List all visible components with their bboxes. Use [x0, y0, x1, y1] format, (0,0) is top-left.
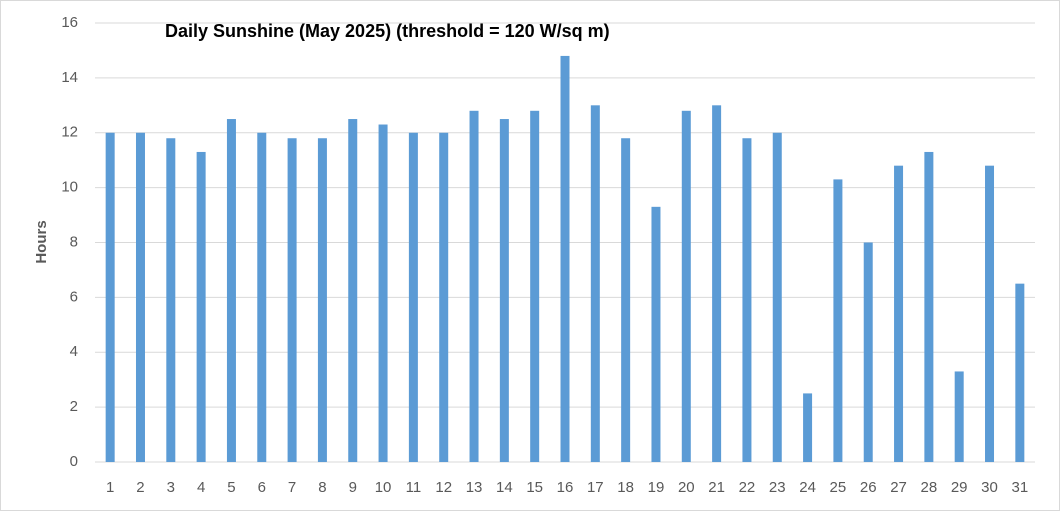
x-tick-label: 19	[648, 479, 665, 496]
x-tick-label: 29	[951, 479, 968, 496]
x-tick-label: 16	[557, 479, 574, 496]
bar	[317, 138, 327, 463]
bar	[833, 179, 843, 463]
bar	[924, 151, 934, 463]
x-tick-label: 24	[799, 479, 816, 496]
x-tick-label: 10	[375, 479, 392, 496]
x-tick-label: 28	[921, 479, 938, 496]
bar	[954, 371, 964, 462]
y-tick-label: 6	[70, 288, 78, 305]
x-tick-label: 1	[106, 479, 114, 496]
y-tick-label: 0	[70, 453, 78, 470]
bar	[803, 393, 813, 462]
bar	[772, 132, 782, 462]
bar	[469, 110, 479, 463]
x-tick-label: 11	[406, 479, 422, 496]
y-tick-label: 8	[70, 233, 78, 250]
x-tick-label: 8	[318, 479, 326, 496]
x-tick-label: 18	[617, 479, 634, 496]
x-tick-label: 15	[526, 479, 543, 496]
x-tick-label: 4	[197, 479, 205, 496]
x-tick-label: 27	[890, 479, 907, 496]
bar	[499, 119, 509, 462]
bar	[894, 165, 904, 463]
x-tick-label: 20	[678, 479, 695, 496]
bar	[196, 151, 206, 463]
x-tick-label: 25	[830, 479, 847, 496]
x-tick-label: 5	[227, 479, 235, 496]
x-tick-label: 6	[258, 479, 266, 496]
x-tick-label: 9	[349, 479, 357, 496]
x-tick-label: 13	[466, 479, 483, 496]
bar	[1015, 283, 1025, 462]
bar	[530, 110, 540, 463]
bar	[742, 138, 752, 463]
x-tick-label: 21	[708, 479, 725, 496]
y-tick-label: 14	[61, 69, 78, 86]
bar	[590, 105, 600, 462]
x-tick-label: 22	[739, 479, 756, 496]
bar	[287, 138, 297, 463]
x-tick-label: 3	[167, 479, 175, 496]
x-tick-label: 26	[860, 479, 877, 496]
bar	[560, 55, 570, 463]
x-tick-label: 30	[981, 479, 998, 496]
chart-title: Daily Sunshine (May 2025) (threshold = 1…	[165, 21, 610, 41]
y-tick-label: 12	[61, 124, 78, 141]
y-tick-label: 2	[70, 398, 78, 415]
bar	[257, 132, 267, 462]
bar	[985, 165, 995, 463]
bar	[439, 132, 449, 462]
x-tick-label: 14	[496, 479, 513, 496]
bar	[166, 138, 176, 463]
bar	[621, 138, 631, 463]
x-tick-label: 12	[435, 479, 452, 496]
bar	[651, 206, 661, 462]
bar	[226, 119, 236, 462]
y-axis-label: Hours	[33, 220, 50, 263]
x-tick-label: 7	[288, 479, 296, 496]
y-tick-label: 4	[70, 343, 78, 360]
bar	[135, 132, 145, 462]
x-tick-label: 31	[1011, 479, 1028, 496]
x-tick-label: 17	[587, 479, 604, 496]
bar	[681, 110, 691, 463]
bar	[863, 242, 873, 462]
bar	[378, 124, 388, 463]
bar	[408, 132, 418, 462]
bar	[105, 132, 115, 462]
x-tick-label: 2	[136, 479, 144, 496]
x-tick-label: 23	[769, 479, 786, 496]
bar	[348, 119, 358, 462]
y-tick-label: 16	[61, 14, 78, 31]
bar	[712, 105, 722, 462]
y-tick-label: 10	[61, 179, 78, 196]
